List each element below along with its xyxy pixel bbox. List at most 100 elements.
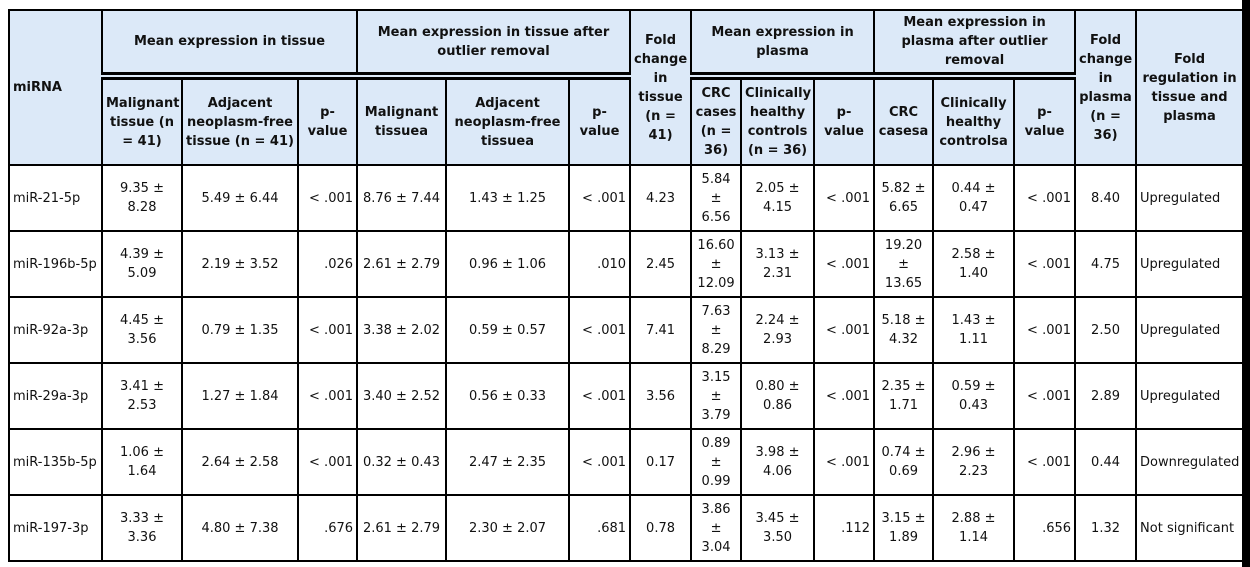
table-cell: 2.05 ± 4.15: [740, 164, 816, 232]
table-cell: < .001: [568, 362, 632, 430]
table-row: miR-92a-3p 4.45 ± 3.56 0.79 ± 1.35 < .001 3.…: [8, 296, 1245, 364]
subheader-cell: p-value: [1013, 75, 1077, 166]
table-cell: Upregulated: [1135, 296, 1245, 364]
table-cell: 2.96 ± 2.23: [932, 428, 1016, 496]
table-cell: 0.79 ± 1.35: [181, 296, 299, 364]
table-body: miR-21-5p 9.35 ± 8.28 5.49 ± 6.44 < .001 8.7…: [8, 164, 1245, 562]
table-cell: 4.80 ± 7.38: [181, 494, 299, 562]
table-cell: 1.06 ± 1.64: [101, 428, 183, 496]
subheader-cell: p-value: [296, 75, 359, 166]
table-cell: 3.15 ± 3.79: [690, 362, 743, 430]
table-cell: 2.61 ± 2.79: [356, 230, 448, 298]
table-cell: 3.41 ± 2.53: [101, 362, 183, 430]
table-cell: Upregulated: [1135, 164, 1245, 232]
table-cell: 5.49 ± 6.44: [181, 164, 299, 232]
table-cell: < .001: [1013, 428, 1077, 496]
subheader-cell: Clinically healthy controlsa: [932, 75, 1016, 166]
data-table: miRNA Mean expression in tissue Mean exp…: [8, 9, 1245, 562]
subheader-cell: Adjacent neoplasm-free tissuea: [445, 75, 571, 166]
table-cell: 4.39 ± 5.09: [101, 230, 183, 298]
table-cell: 0.59 ± 0.43: [932, 362, 1016, 430]
table-cell: 3.45 ± 3.50: [740, 494, 816, 562]
header-cell: miRNA: [8, 9, 103, 166]
table-cell: 7.41: [629, 296, 693, 364]
table-cell: 0.59 ± 0.57: [445, 296, 571, 364]
table-cell: 5.18 ± 4.32: [873, 296, 935, 364]
table-cell: 2.19 ± 3.52: [181, 230, 299, 298]
table-cell: 8.40: [1074, 164, 1138, 232]
table-cell: 4.23: [629, 164, 693, 232]
table-cell: < .001: [1013, 296, 1077, 364]
table-cell: .681: [568, 494, 632, 562]
table-cell: 3.33 ± 3.36: [101, 494, 183, 562]
table-cell: 1.43 ± 1.25: [445, 164, 571, 232]
table-cell: 0.44 ± 0.47: [932, 164, 1016, 232]
subheader-cell: Clinically healthy controls (n = 36): [740, 75, 816, 166]
table-cell: 2.61 ± 2.79: [356, 494, 448, 562]
table-cell: 1.43 ± 1.11: [932, 296, 1016, 364]
table-cell: 7.63 ± 8.29: [690, 296, 743, 364]
table-cell: 0.32 ± 0.43: [356, 428, 448, 496]
subheader-cell: p-value: [813, 75, 876, 166]
table-cell: 2.24 ± 2.93: [740, 296, 816, 364]
table-cell: Downregulated: [1135, 428, 1245, 496]
table-cell: Upregulated: [1135, 230, 1245, 298]
header-cell: Fold regulation in tissue and plasma: [1135, 9, 1245, 166]
row-label: miR-135b-5p: [8, 428, 103, 496]
table-cell: 8.76 ± 7.44: [356, 164, 448, 232]
header-cell: Fold change in tissue (n = 41): [629, 9, 693, 166]
table-cell: 2.47 ± 2.35: [445, 428, 571, 496]
table-cell: 5.84 ± 6.56: [690, 164, 743, 232]
group-header: Mean expression in plasma after outlier …: [873, 9, 1077, 80]
row-label: miR-29a-3p: [8, 362, 103, 430]
table-row: miR-196b-5p 4.39 ± 5.09 2.19 ± 3.52.026 2.6…: [8, 230, 1245, 298]
table-cell: 16.60 ± 12.09: [690, 230, 743, 298]
table-cell: 0.56 ± 0.33: [445, 362, 571, 430]
subheader-cell: Adjacent neoplasm-free tissue (n = 41): [181, 75, 299, 166]
table-cell: 2.58 ± 1.40: [932, 230, 1016, 298]
table-cell: 2.45: [629, 230, 693, 298]
subheader-cell: Malignant tissuea: [356, 75, 448, 166]
table-cell: 0.80 ± 0.86: [740, 362, 816, 430]
table-cell: < .001: [296, 428, 359, 496]
table-cell: 2.35 ± 1.71: [873, 362, 935, 430]
table-cell: < .001: [568, 428, 632, 496]
table-cell: < .001: [1013, 164, 1077, 232]
row-label: miR-21-5p: [8, 164, 103, 232]
group-header: Mean expression in plasma: [690, 9, 876, 80]
subheader-cell: CRC cases (n = 36): [690, 75, 743, 166]
table-cell: .010: [568, 230, 632, 298]
table-cell: 0.44: [1074, 428, 1138, 496]
table-cell: < .001: [813, 362, 876, 430]
table-cell: 2.30 ± 2.07: [445, 494, 571, 562]
table-cell: < .001: [296, 164, 359, 232]
table-cell: 0.17: [629, 428, 693, 496]
subheader-cell: Malignant tissue (n = 41): [101, 75, 183, 166]
table-cell: < .001: [568, 296, 632, 364]
table-cell: 0.74 ± 0.69: [873, 428, 935, 496]
subheader-cell: p-value: [568, 75, 632, 166]
table-cell: .656: [1013, 494, 1077, 562]
table-cell: 2.89: [1074, 362, 1138, 430]
table-cell: 0.78: [629, 494, 693, 562]
subheader-cell: CRC casesa: [873, 75, 935, 166]
table-cell: 3.40 ± 2.52: [356, 362, 448, 430]
table-cell: 1.27 ± 1.84: [181, 362, 299, 430]
table-cell: < .001: [813, 230, 876, 298]
table-cell: Not significant: [1135, 494, 1245, 562]
table-cell: < .001: [568, 164, 632, 232]
table-cell: 3.56: [629, 362, 693, 430]
table-row: miR-21-5p 9.35 ± 8.28 5.49 ± 6.44 < .001 8.7…: [8, 164, 1245, 232]
row-label: miR-92a-3p: [8, 296, 103, 364]
table-cell: 3.38 ± 2.02: [356, 296, 448, 364]
group-header: Mean expression in tissue: [100, 9, 359, 80]
table-row: miR-135b-5p 1.06 ± 1.64 2.64 ± 2.58 < .001 0…: [8, 428, 1245, 496]
table-cell: < .001: [1013, 230, 1077, 298]
table-cell: < .001: [813, 296, 876, 364]
table-row: miR-197-3p 3.33 ± 3.36 4.80 ± 7.38.676 2.61…: [8, 494, 1245, 562]
table-cell: 2.88 ± 1.14: [932, 494, 1016, 562]
table-cell: .026: [296, 230, 359, 298]
table-cell: 19.20 ± 13.65: [873, 230, 935, 298]
table-cell: .676: [296, 494, 359, 562]
